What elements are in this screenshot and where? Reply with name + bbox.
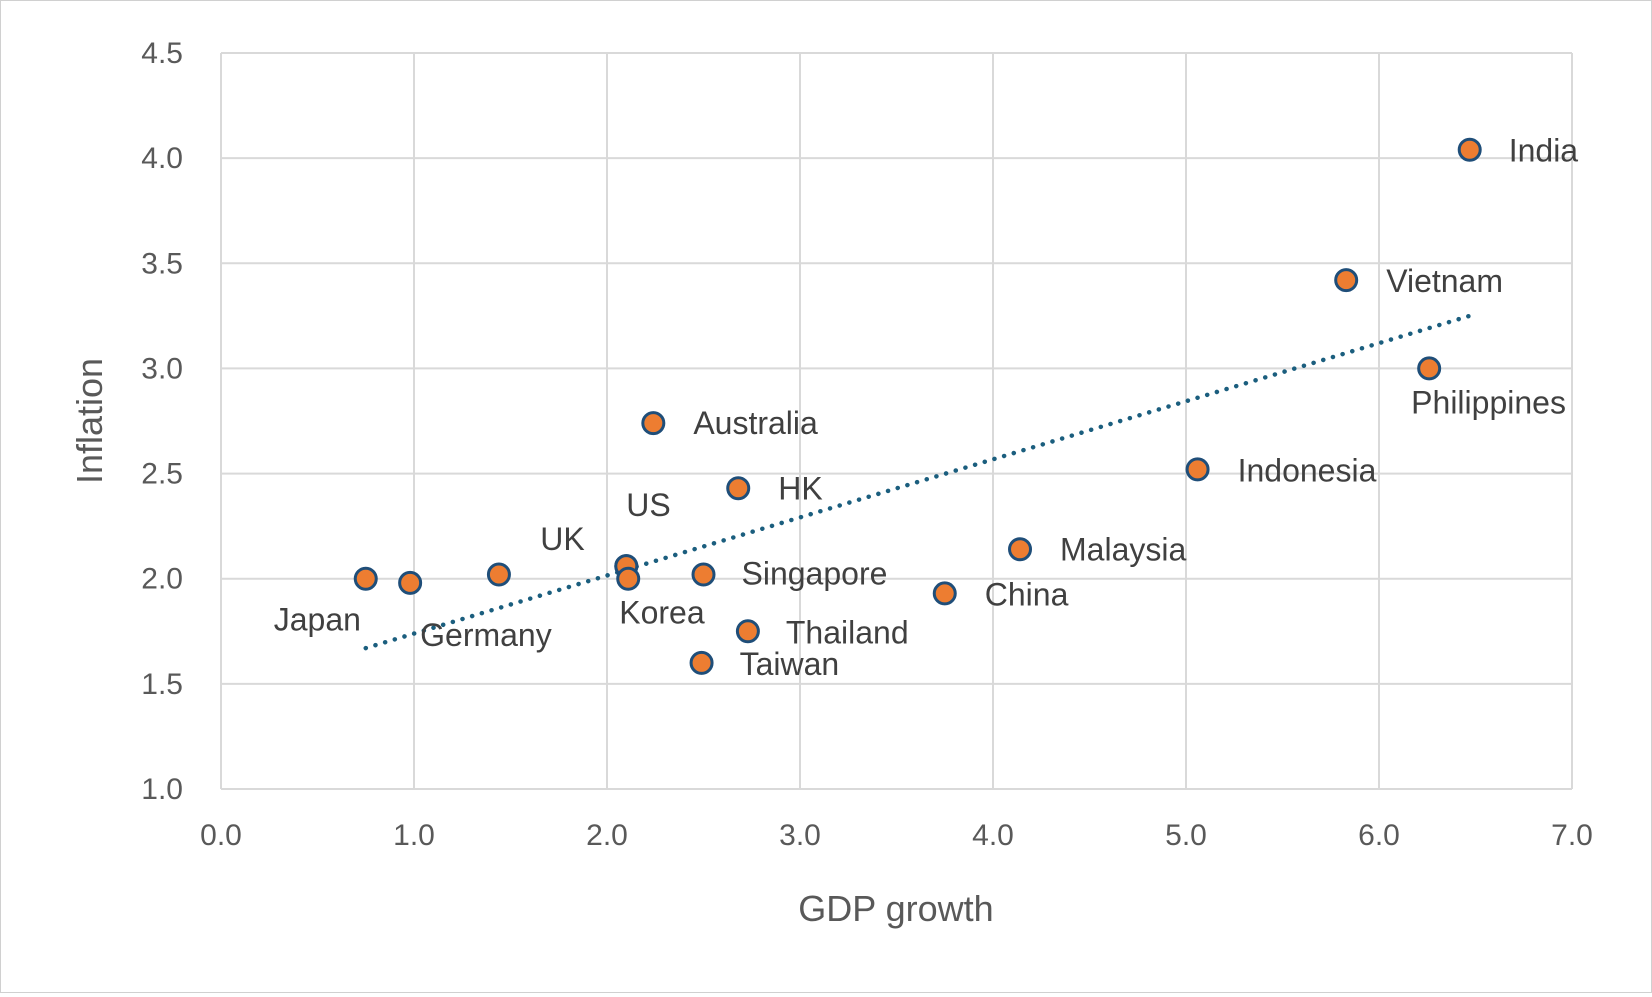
y-tick-label: 4.5 xyxy=(141,37,183,70)
point-label: Vietnam xyxy=(1386,263,1503,299)
data-point xyxy=(691,562,716,587)
point-labels: Japan Germany UK US Korea Australia Singapore T… xyxy=(274,133,1579,682)
data-point xyxy=(689,650,714,675)
point-label: Thailand xyxy=(786,614,909,650)
point-label: Singapore xyxy=(742,556,888,592)
y-tick-label: 2.0 xyxy=(141,563,183,596)
data-point xyxy=(1185,457,1210,482)
point-label: India xyxy=(1509,133,1579,169)
data-point xyxy=(1457,137,1482,162)
axes: 1.0 1.5 2.0 2.5 3.0 3.5 4.0 4.5 0.0 1.0 2.0 3.0 4.0 5… xyxy=(141,37,1593,852)
x-axis-title: GDP growth xyxy=(798,888,993,929)
point-label: Taiwan xyxy=(740,646,840,682)
data-point xyxy=(616,566,641,591)
grid xyxy=(220,52,1573,790)
point-label: Indonesia xyxy=(1238,452,1377,488)
trendline-layer xyxy=(363,313,1472,651)
x-tick-label: 2.0 xyxy=(586,819,628,852)
x-tick-label: 0.0 xyxy=(200,819,242,852)
point-label: Germany xyxy=(420,617,552,653)
y-tick-label: 2.5 xyxy=(141,458,183,491)
point-label: Korea xyxy=(619,595,705,631)
point-label: Australia xyxy=(693,405,818,441)
data-point xyxy=(1334,268,1359,293)
data-point xyxy=(641,411,666,436)
data-point xyxy=(1008,537,1033,562)
y-tick-label: 1.5 xyxy=(141,668,183,701)
point-label: US xyxy=(626,487,670,523)
data-point xyxy=(932,581,957,606)
data-point xyxy=(1417,356,1442,381)
data-point xyxy=(726,476,751,501)
point-label: UK xyxy=(540,521,584,557)
point-label: Philippines xyxy=(1411,384,1566,420)
point-label: HK xyxy=(778,470,822,506)
point-label: Malaysia xyxy=(1060,531,1186,567)
x-tick-label: 6.0 xyxy=(1358,819,1400,852)
data-point xyxy=(398,570,423,595)
x-tick-label: 5.0 xyxy=(1165,819,1207,852)
y-tick-label: 1.0 xyxy=(141,773,183,806)
data-point xyxy=(486,562,511,587)
x-tick-label: 7.0 xyxy=(1551,819,1593,852)
x-tick-label: 1.0 xyxy=(393,819,435,852)
trendline xyxy=(363,313,1472,651)
x-tick-label: 4.0 xyxy=(972,819,1014,852)
data-points xyxy=(353,137,1482,675)
point-label: China xyxy=(985,576,1069,612)
y-tick-label: 4.0 xyxy=(141,142,183,175)
data-point xyxy=(735,619,760,644)
point-label: Japan xyxy=(274,602,361,638)
x-tick-label: 3.0 xyxy=(779,819,821,852)
y-axis-title: Inflation xyxy=(69,358,110,484)
y-tick-label: 3.5 xyxy=(141,247,183,280)
y-tick-label: 3.0 xyxy=(141,352,183,385)
data-point xyxy=(353,566,378,591)
